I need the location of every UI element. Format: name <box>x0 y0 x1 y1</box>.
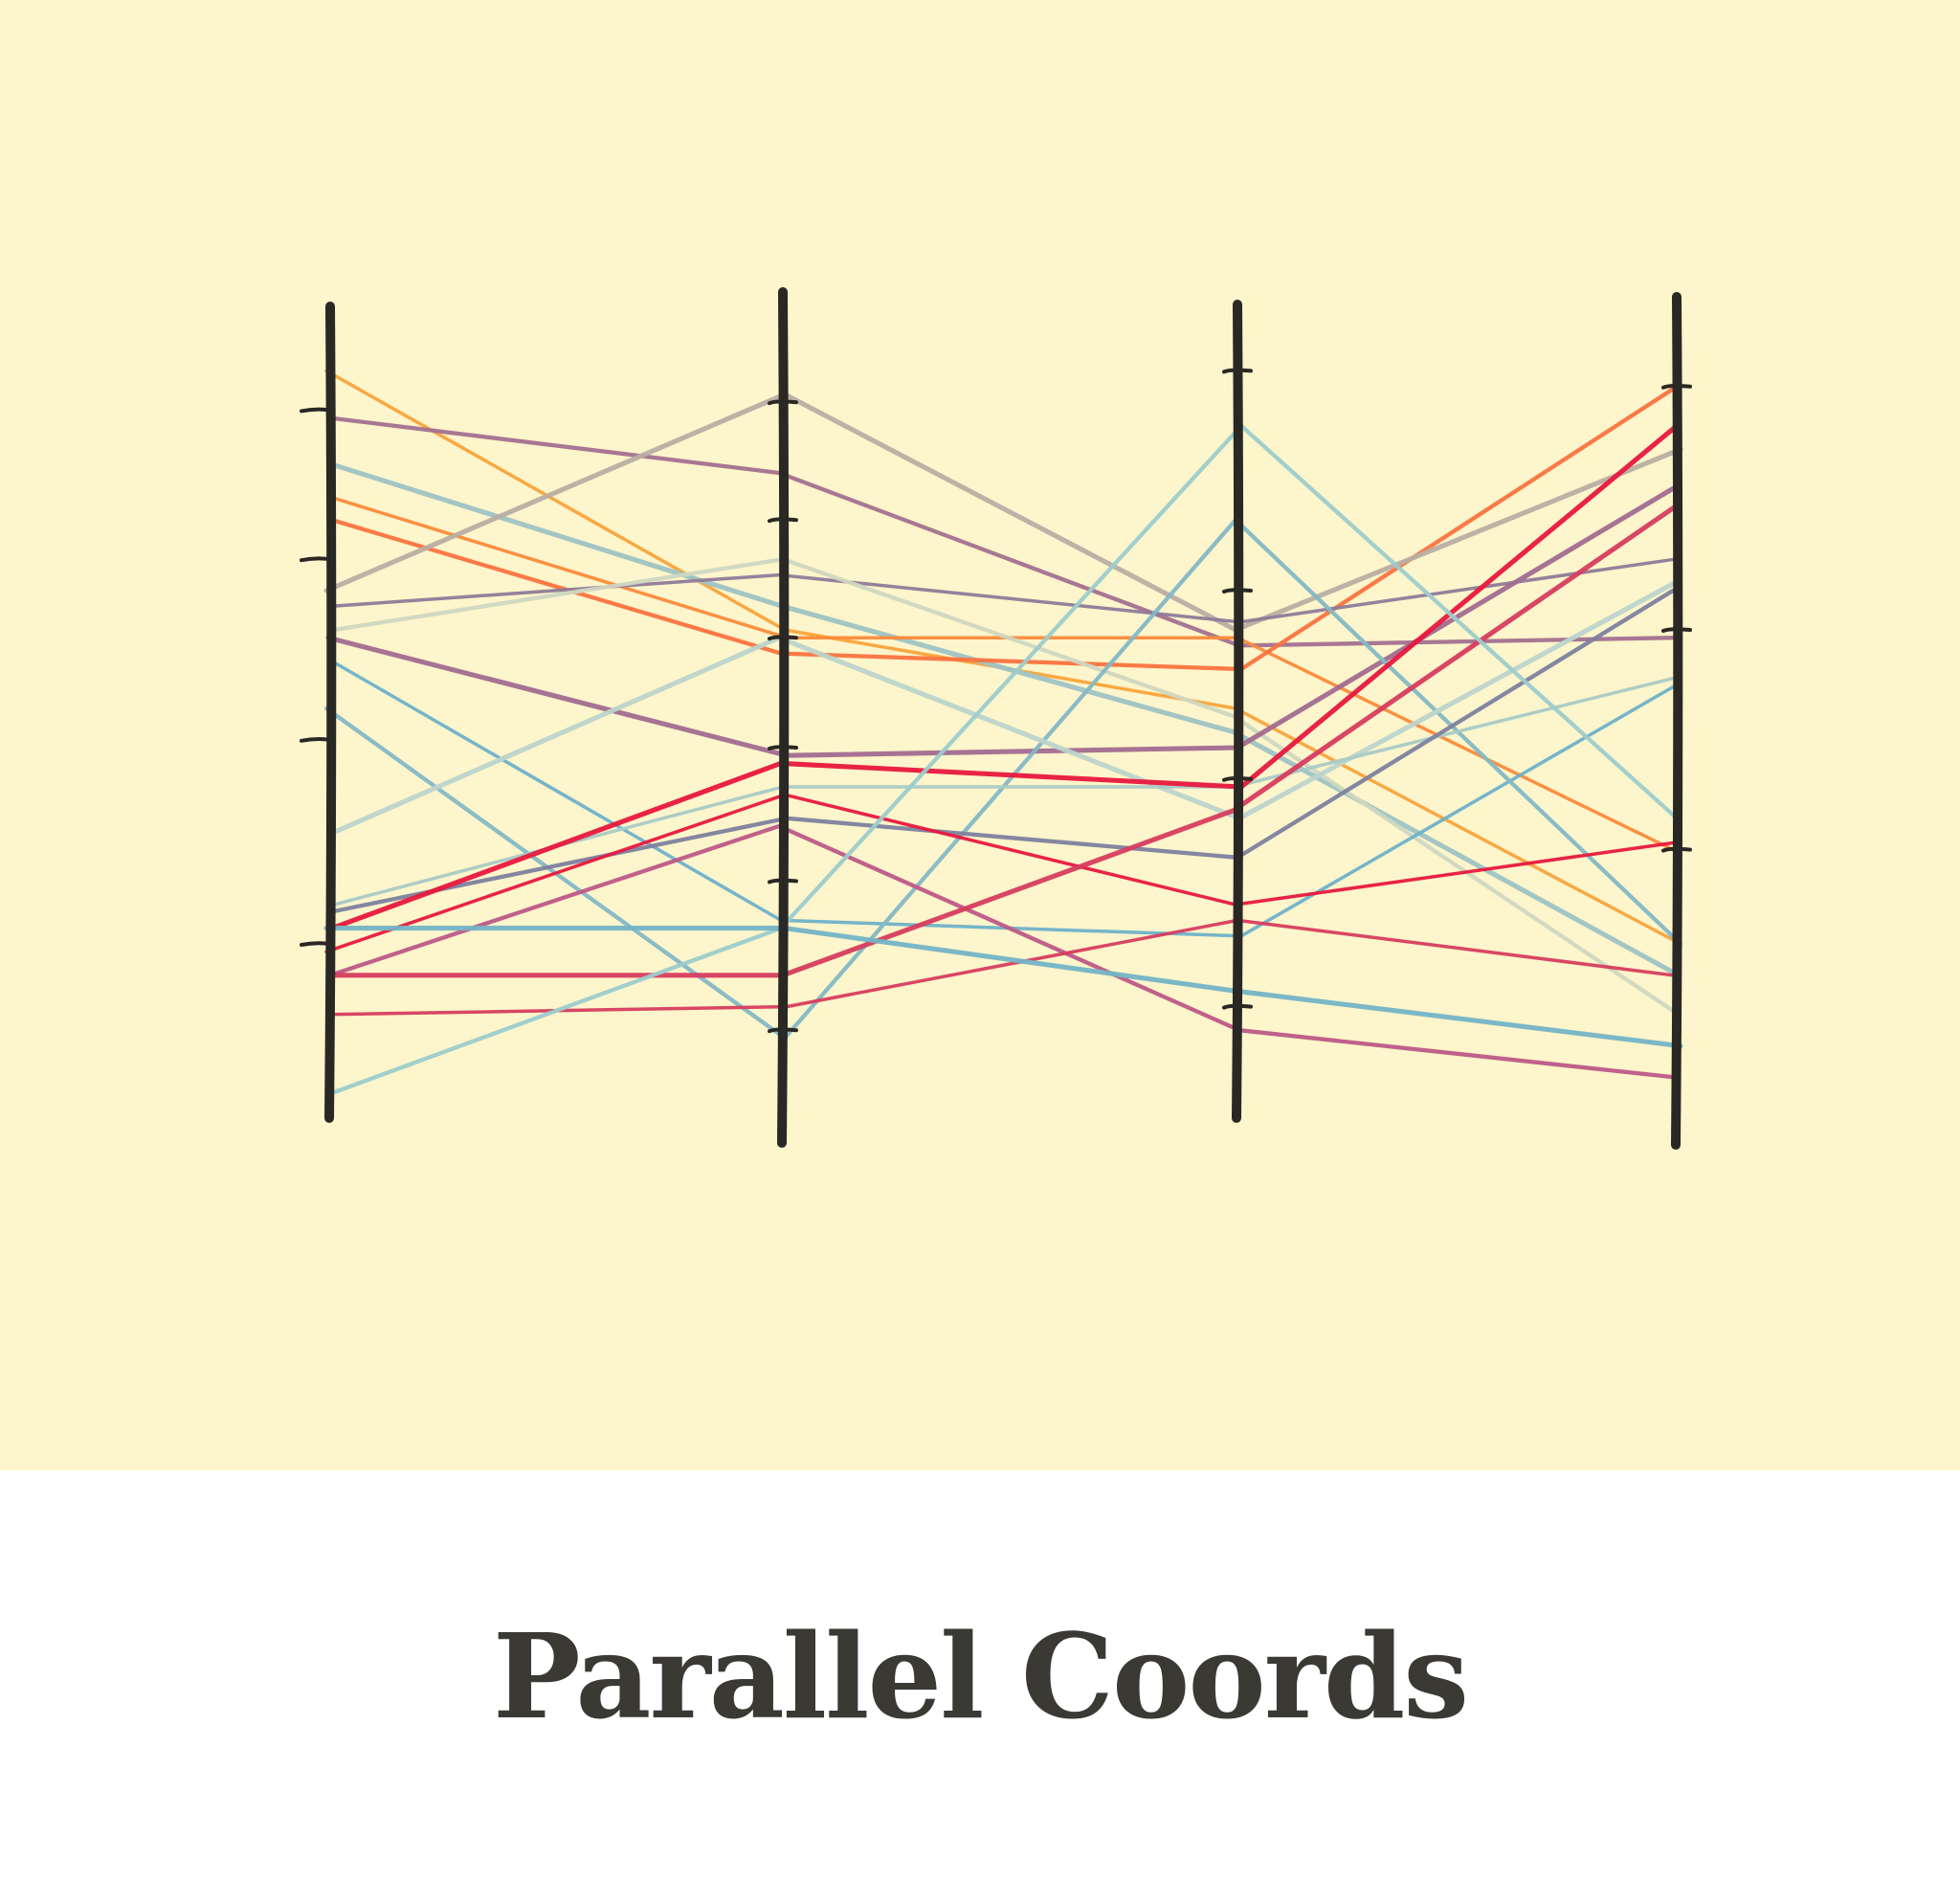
data-line <box>329 423 1680 1095</box>
axis-tick <box>300 556 332 563</box>
data-line <box>327 580 1678 837</box>
data-line <box>331 502 1682 978</box>
axis-4 <box>1661 292 1692 1150</box>
data-lines <box>323 369 1683 1095</box>
axis-tick <box>300 941 332 947</box>
data-line <box>323 392 1683 633</box>
axis-tick <box>768 1027 798 1034</box>
data-line <box>327 823 1678 1080</box>
axis-line <box>1232 300 1244 1123</box>
axis-tick <box>768 745 798 751</box>
axis-tick <box>1222 776 1253 782</box>
axis-tick <box>1222 368 1253 374</box>
data-line <box>331 557 1682 1017</box>
caption-band: Parallel Coords <box>0 1470 1960 1882</box>
chart-background <box>0 0 1960 1470</box>
axis-line <box>324 302 337 1123</box>
axis-tick <box>1222 1003 1253 1010</box>
data-line <box>331 462 1682 978</box>
axes <box>300 287 1692 1150</box>
axis-tick <box>300 407 332 414</box>
parallel-coords-illustration <box>0 0 1960 1470</box>
axis-1 <box>300 302 337 1123</box>
axis-tick <box>1222 588 1253 594</box>
data-line <box>324 793 1682 953</box>
axis-3 <box>1222 300 1253 1123</box>
axis-tick <box>768 878 798 885</box>
data-line <box>329 384 1680 672</box>
axis-tick <box>768 517 798 524</box>
data-line <box>329 423 1680 931</box>
axis-line <box>777 287 790 1148</box>
axis-line <box>1671 292 1683 1150</box>
axis-tick <box>768 399 798 406</box>
parallel-coords-chart <box>0 0 1960 1470</box>
axis-tick <box>768 635 798 641</box>
axis-2 <box>768 287 798 1148</box>
data-line <box>328 557 1677 624</box>
axis-tick <box>1661 627 1692 633</box>
data-line <box>325 588 1676 915</box>
chart-title: Parallel Coords <box>492 1607 1469 1745</box>
data-line <box>327 415 1678 648</box>
axis-tick <box>1661 384 1692 390</box>
axis-tick <box>1661 846 1692 853</box>
data-line <box>323 926 1683 1049</box>
axis-tick <box>300 737 332 743</box>
